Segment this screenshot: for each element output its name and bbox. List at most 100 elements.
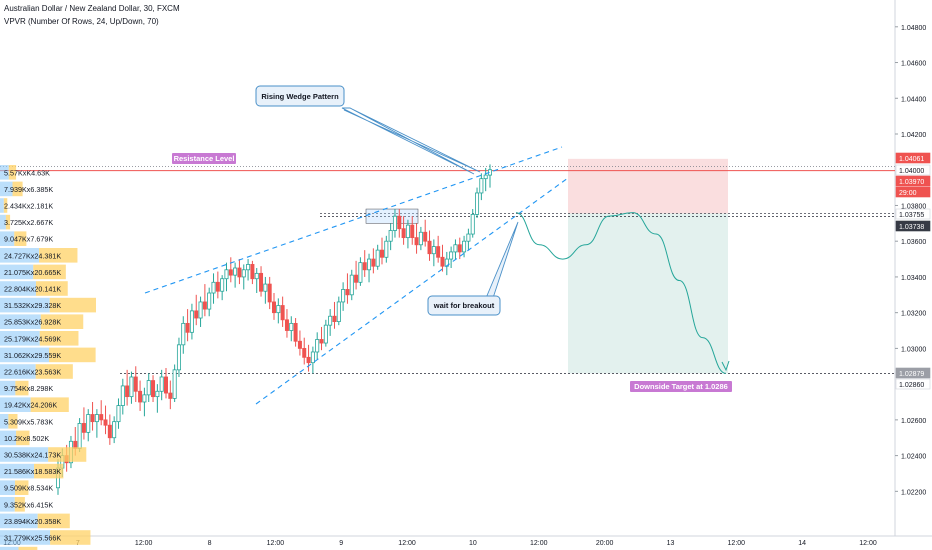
candle-body <box>336 301 341 322</box>
candle-body <box>457 244 462 253</box>
vpvr-up-bar <box>0 165 9 180</box>
wedge-callout-pointer <box>341 107 481 175</box>
candle-body <box>315 339 320 353</box>
vpvr-up-bar <box>0 397 31 412</box>
vpvr-up-bar <box>0 546 19 550</box>
wedge-lower-line <box>255 177 569 405</box>
candle-body <box>215 281 220 292</box>
vpvr-up-bar <box>0 248 40 263</box>
candle-body <box>146 380 151 396</box>
vpvr-row-label: 30.538Kx24.173K <box>4 451 61 460</box>
candle-body <box>405 224 410 239</box>
candle-body <box>440 256 445 267</box>
price-tag-bg <box>895 164 931 176</box>
vpvr-up-bar <box>0 297 50 313</box>
vpvr-down-bar <box>3 198 8 213</box>
candle-body <box>388 230 393 242</box>
vpvr-row-label: 23.894Kx20.358K <box>4 517 61 526</box>
price-tag-bg <box>895 378 931 390</box>
candle-body <box>259 272 264 292</box>
candle-body <box>332 315 337 322</box>
candle-body <box>172 369 177 399</box>
vpvr-row-label: 31.062Kx29.559K <box>4 351 61 360</box>
candle-body <box>358 262 363 283</box>
candle-body <box>151 380 156 398</box>
candle-body <box>116 405 121 423</box>
candle-body <box>94 414 99 423</box>
x-tick-label: 10 <box>469 540 477 547</box>
candle-body <box>449 251 454 260</box>
vpvr-down-bar <box>37 513 70 529</box>
vpvr-down-bar <box>40 314 84 329</box>
vpvr-row-label: 31.779Kx25.566K <box>4 534 61 543</box>
y-tick-label: 1.03400 <box>901 275 926 282</box>
candle-body <box>289 322 294 331</box>
candle-body <box>176 344 181 371</box>
candle-body <box>194 310 199 319</box>
candle-body <box>211 281 216 294</box>
y-tick-label: 1.03800 <box>901 203 926 210</box>
candle-body <box>228 269 233 276</box>
vpvr-up-bar <box>0 430 17 446</box>
candle-body <box>427 240 432 255</box>
candle-body <box>181 322 186 346</box>
candle-body <box>185 322 190 333</box>
vpvr-up-bar <box>0 198 4 213</box>
vpvr-row-label: 9.047Kx7.679K <box>4 235 53 244</box>
price-tag-text: 1.04000 <box>899 168 924 175</box>
x-tick-label: 12:00 <box>398 540 416 547</box>
y-tick-label: 1.02600 <box>901 418 926 425</box>
candle-body <box>237 267 242 278</box>
vpvr-down-bar <box>35 364 73 379</box>
vpvr-down-bar <box>39 331 79 346</box>
candlesticks <box>56 164 492 495</box>
breakout-callout: wait for breakout <box>427 221 519 316</box>
vpvr-row-label: 21.075Kx20.665K <box>4 268 61 277</box>
vpvr-down-bar <box>18 546 38 550</box>
stop-loss-zone <box>568 158 728 214</box>
x-tick-label: 12:00 <box>135 540 153 547</box>
vpvr-row-label: 9.509Kx8.534K <box>4 484 53 493</box>
vpvr-down-bar <box>30 397 69 412</box>
vpvr-row-label: 22.616Kx23.563K <box>4 368 61 377</box>
candle-body <box>107 424 112 439</box>
y-tick-label: 1.04200 <box>901 132 926 139</box>
vpvr-up-bar <box>0 331 40 346</box>
candle-body <box>133 376 138 392</box>
candle-body <box>224 269 229 280</box>
candle-body <box>483 174 488 180</box>
vpvr-down-bar <box>5 214 11 230</box>
breakout-callout-pointer <box>485 221 519 299</box>
y-tick-label: 1.03000 <box>901 346 926 353</box>
vpvr-down-bar <box>48 447 87 462</box>
x-tick-label: 14 <box>798 540 806 547</box>
vpvr-up-bar <box>0 447 49 462</box>
candle-body <box>293 322 298 342</box>
vpvr-row-label: 25.179Kx24.569K <box>4 334 61 343</box>
candle-body <box>392 215 397 231</box>
symbol-title: Australian Dollar / New Zealand Dollar, … <box>4 4 180 13</box>
price-tag-bg <box>895 367 931 379</box>
resistance-label-bg <box>172 153 236 164</box>
vpvr-row-label: 9.352Kx6.415K <box>4 500 53 509</box>
candle-body <box>125 385 130 398</box>
volume-profile: 5.57KxK4.63K 7.939Kx6.385K 2.434Kx2.181K 3.… <box>0 165 96 550</box>
candle-body <box>302 347 307 358</box>
price-axis-tags: 1.04061 1.04000 1.03970 29:00 1.03755 1.03738… <box>895 152 931 390</box>
x-tick-label: 12:00 <box>728 540 746 547</box>
x-axis-labels: 12:00712:00812:00912:001012:0020:001312:… <box>3 540 877 547</box>
candle-body <box>142 394 147 403</box>
candle-body <box>90 414 95 423</box>
vpvr-down-bar <box>12 181 23 197</box>
vpvr-row-label: 24.727Kx24.381K <box>4 251 61 260</box>
y-axis-labels: 1.04800 1.04600 1.04400 1.04200 1.03800 1.036… <box>895 25 926 496</box>
vpvr-row-label: 25.853Kx26.928K <box>4 318 61 327</box>
price-tag-bg <box>895 152 931 164</box>
candle-body <box>280 305 285 321</box>
candle-body <box>362 262 367 271</box>
vpvr-down-bar <box>16 430 30 446</box>
vpvr-row-label: 21.586Kx18.583K <box>4 467 61 476</box>
price-tag-text: 1.03755 <box>899 212 924 219</box>
candle-body <box>319 339 324 344</box>
